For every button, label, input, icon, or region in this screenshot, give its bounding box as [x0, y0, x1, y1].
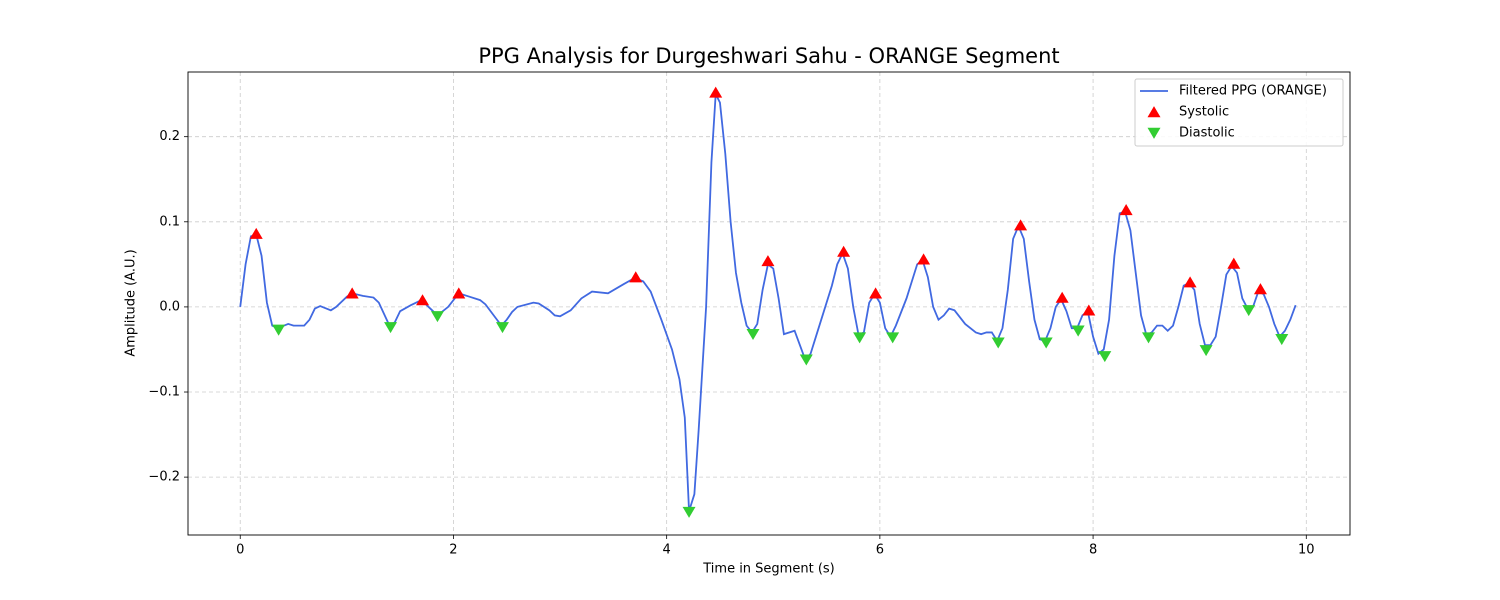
- marker: [452, 287, 466, 299]
- marker: [1142, 332, 1156, 344]
- marker: [1183, 276, 1197, 288]
- x-tick-label: 2: [449, 543, 457, 558]
- legend: Filtered PPG (ORANGE) Systolic Diastolic: [1134, 78, 1344, 147]
- y-tick-label: −0.2: [148, 470, 180, 485]
- marker: [495, 322, 509, 334]
- marker: [272, 324, 286, 336]
- legend-label: Systolic: [1179, 105, 1229, 120]
- marker: [761, 255, 775, 267]
- legend-label: Diastolic: [1179, 126, 1235, 141]
- y-tick-label: 0.2: [159, 129, 180, 144]
- y-axis-label: Amplitude (A.U.): [124, 249, 139, 356]
- x-tick-label: 0: [236, 543, 244, 558]
- x-tick-label: 10: [1298, 543, 1315, 558]
- y-tick-label: −0.1: [148, 385, 180, 400]
- y-tick-label: 0.1: [159, 214, 180, 229]
- x-tick-label: 8: [1089, 543, 1097, 558]
- marker: [917, 253, 931, 265]
- marker: [853, 332, 867, 344]
- marker: [709, 86, 723, 98]
- legend-marker: [1147, 106, 1161, 118]
- legend-box: [1134, 78, 1344, 147]
- x-axis-label: Time in Segment (s): [702, 562, 834, 577]
- marker: [682, 506, 696, 518]
- marker: [869, 287, 883, 299]
- marker: [1253, 283, 1267, 295]
- marker: [1055, 291, 1069, 303]
- marker: [1199, 345, 1213, 357]
- marker: [416, 294, 430, 306]
- marker: [991, 337, 1005, 349]
- marker: [1071, 325, 1085, 337]
- marker: [1227, 257, 1241, 269]
- marker: [1082, 304, 1096, 316]
- plot-frame: [187, 71, 1351, 536]
- marker: [345, 287, 359, 299]
- marker: [837, 245, 851, 257]
- marker: [1119, 204, 1133, 216]
- x-tick-label: 6: [876, 543, 884, 558]
- marker: [886, 332, 900, 344]
- marker: [746, 328, 760, 340]
- marker: [799, 354, 813, 366]
- x-tick-label: 4: [663, 543, 671, 558]
- legend-label: Filtered PPG (ORANGE): [1179, 84, 1327, 99]
- marker: [629, 271, 643, 283]
- chart-title: PPG Analysis for Durgeshwari Sahu - ORAN…: [478, 44, 1059, 68]
- marker: [1014, 219, 1028, 231]
- line: [239, 90, 1297, 512]
- marker: [1039, 337, 1053, 349]
- marker: [1275, 334, 1289, 346]
- y-tick-label: 0.0: [159, 299, 180, 314]
- marker: [249, 227, 263, 239]
- marker: [1242, 305, 1256, 317]
- marker: [430, 311, 444, 323]
- legend-marker: [1147, 127, 1161, 139]
- marker: [1098, 351, 1112, 363]
- marker: [384, 322, 398, 334]
